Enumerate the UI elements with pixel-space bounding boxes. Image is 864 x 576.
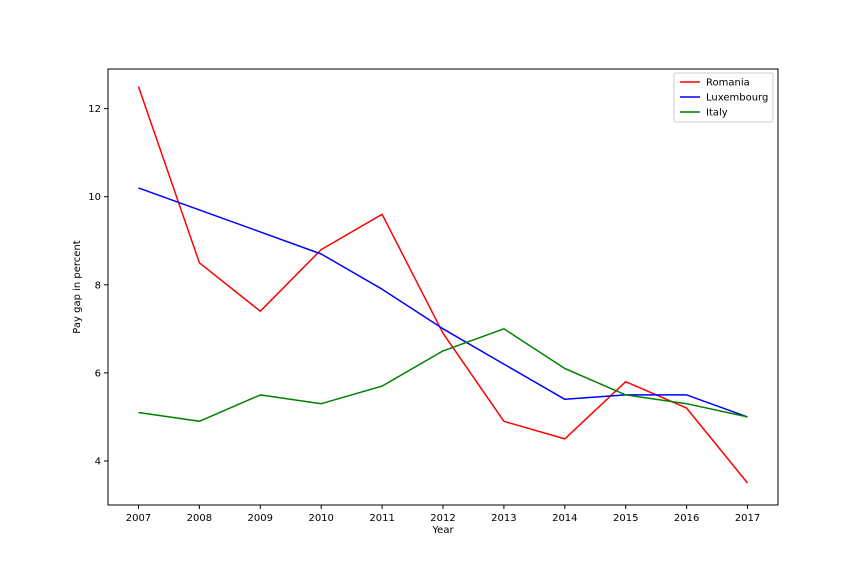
x-tick-label: 2012 bbox=[430, 513, 455, 524]
y-tick-label: 12 bbox=[88, 104, 101, 115]
legend-entry-italy: Italy bbox=[680, 108, 728, 119]
series-line-italy bbox=[138, 328, 748, 423]
y-tick-label: 4 bbox=[95, 456, 101, 467]
x-axis-label: Year bbox=[431, 525, 454, 536]
x-axis-ticks: 2007 2008 2009 2010 2011 2012 2013 2014 2015 2016… bbox=[126, 505, 760, 524]
x-tick-label: 2008 bbox=[187, 513, 212, 524]
legend-label: Romania bbox=[706, 78, 750, 89]
x-tick-label: 2016 bbox=[674, 513, 699, 524]
legend: Romania Luxembourg Italy bbox=[673, 72, 774, 123]
legend-entry-luxembourg: Luxembourg bbox=[680, 93, 768, 104]
x-tick-label: 2011 bbox=[369, 513, 394, 524]
y-tick-label: 10 bbox=[88, 192, 101, 203]
series-line-romania bbox=[137, 86, 749, 484]
x-tick-label: 2007 bbox=[126, 513, 151, 524]
x-tick-label: 2010 bbox=[308, 513, 333, 524]
x-tick-label: 2017 bbox=[735, 513, 760, 524]
x-tick-label: 2015 bbox=[613, 513, 638, 524]
legend-entry-romania: Romania bbox=[680, 78, 750, 89]
legend-box bbox=[673, 72, 774, 123]
y-axis-label: Pay gap in percent bbox=[72, 240, 83, 333]
legend-label: Italy bbox=[706, 108, 728, 119]
series-line-luxembourg bbox=[138, 187, 748, 418]
y-axis-ticks: 4 6 8 10 12 bbox=[88, 104, 108, 467]
x-tick-label: 2009 bbox=[248, 513, 273, 524]
legend-label: Luxembourg bbox=[706, 93, 768, 104]
y-tick-label: 6 bbox=[95, 368, 101, 379]
x-tick-label: 2014 bbox=[552, 513, 577, 524]
series-layer bbox=[137, 86, 749, 484]
x-tick-label: 2013 bbox=[491, 513, 516, 524]
y-tick-label: 8 bbox=[95, 280, 101, 291]
